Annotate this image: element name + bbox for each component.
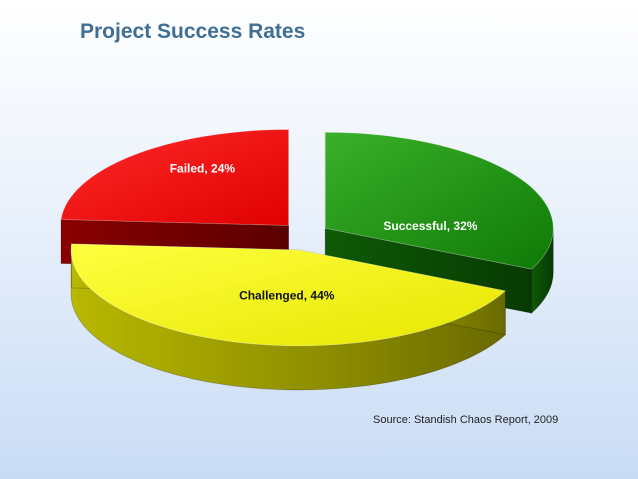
data-label-challenged: Challenged, 44% xyxy=(239,288,335,302)
pie-slice-challenged xyxy=(70,243,507,347)
data-label-successful: Successful, 32% xyxy=(383,219,477,233)
chart-title: Project Success Rates xyxy=(80,20,306,43)
data-label-failed: Failed, 24% xyxy=(170,162,236,176)
source-note: Source: Standish Chaos Report, 2009 xyxy=(373,414,559,426)
pie-slice-failed xyxy=(60,129,289,226)
pie-slice-successful xyxy=(324,131,554,270)
